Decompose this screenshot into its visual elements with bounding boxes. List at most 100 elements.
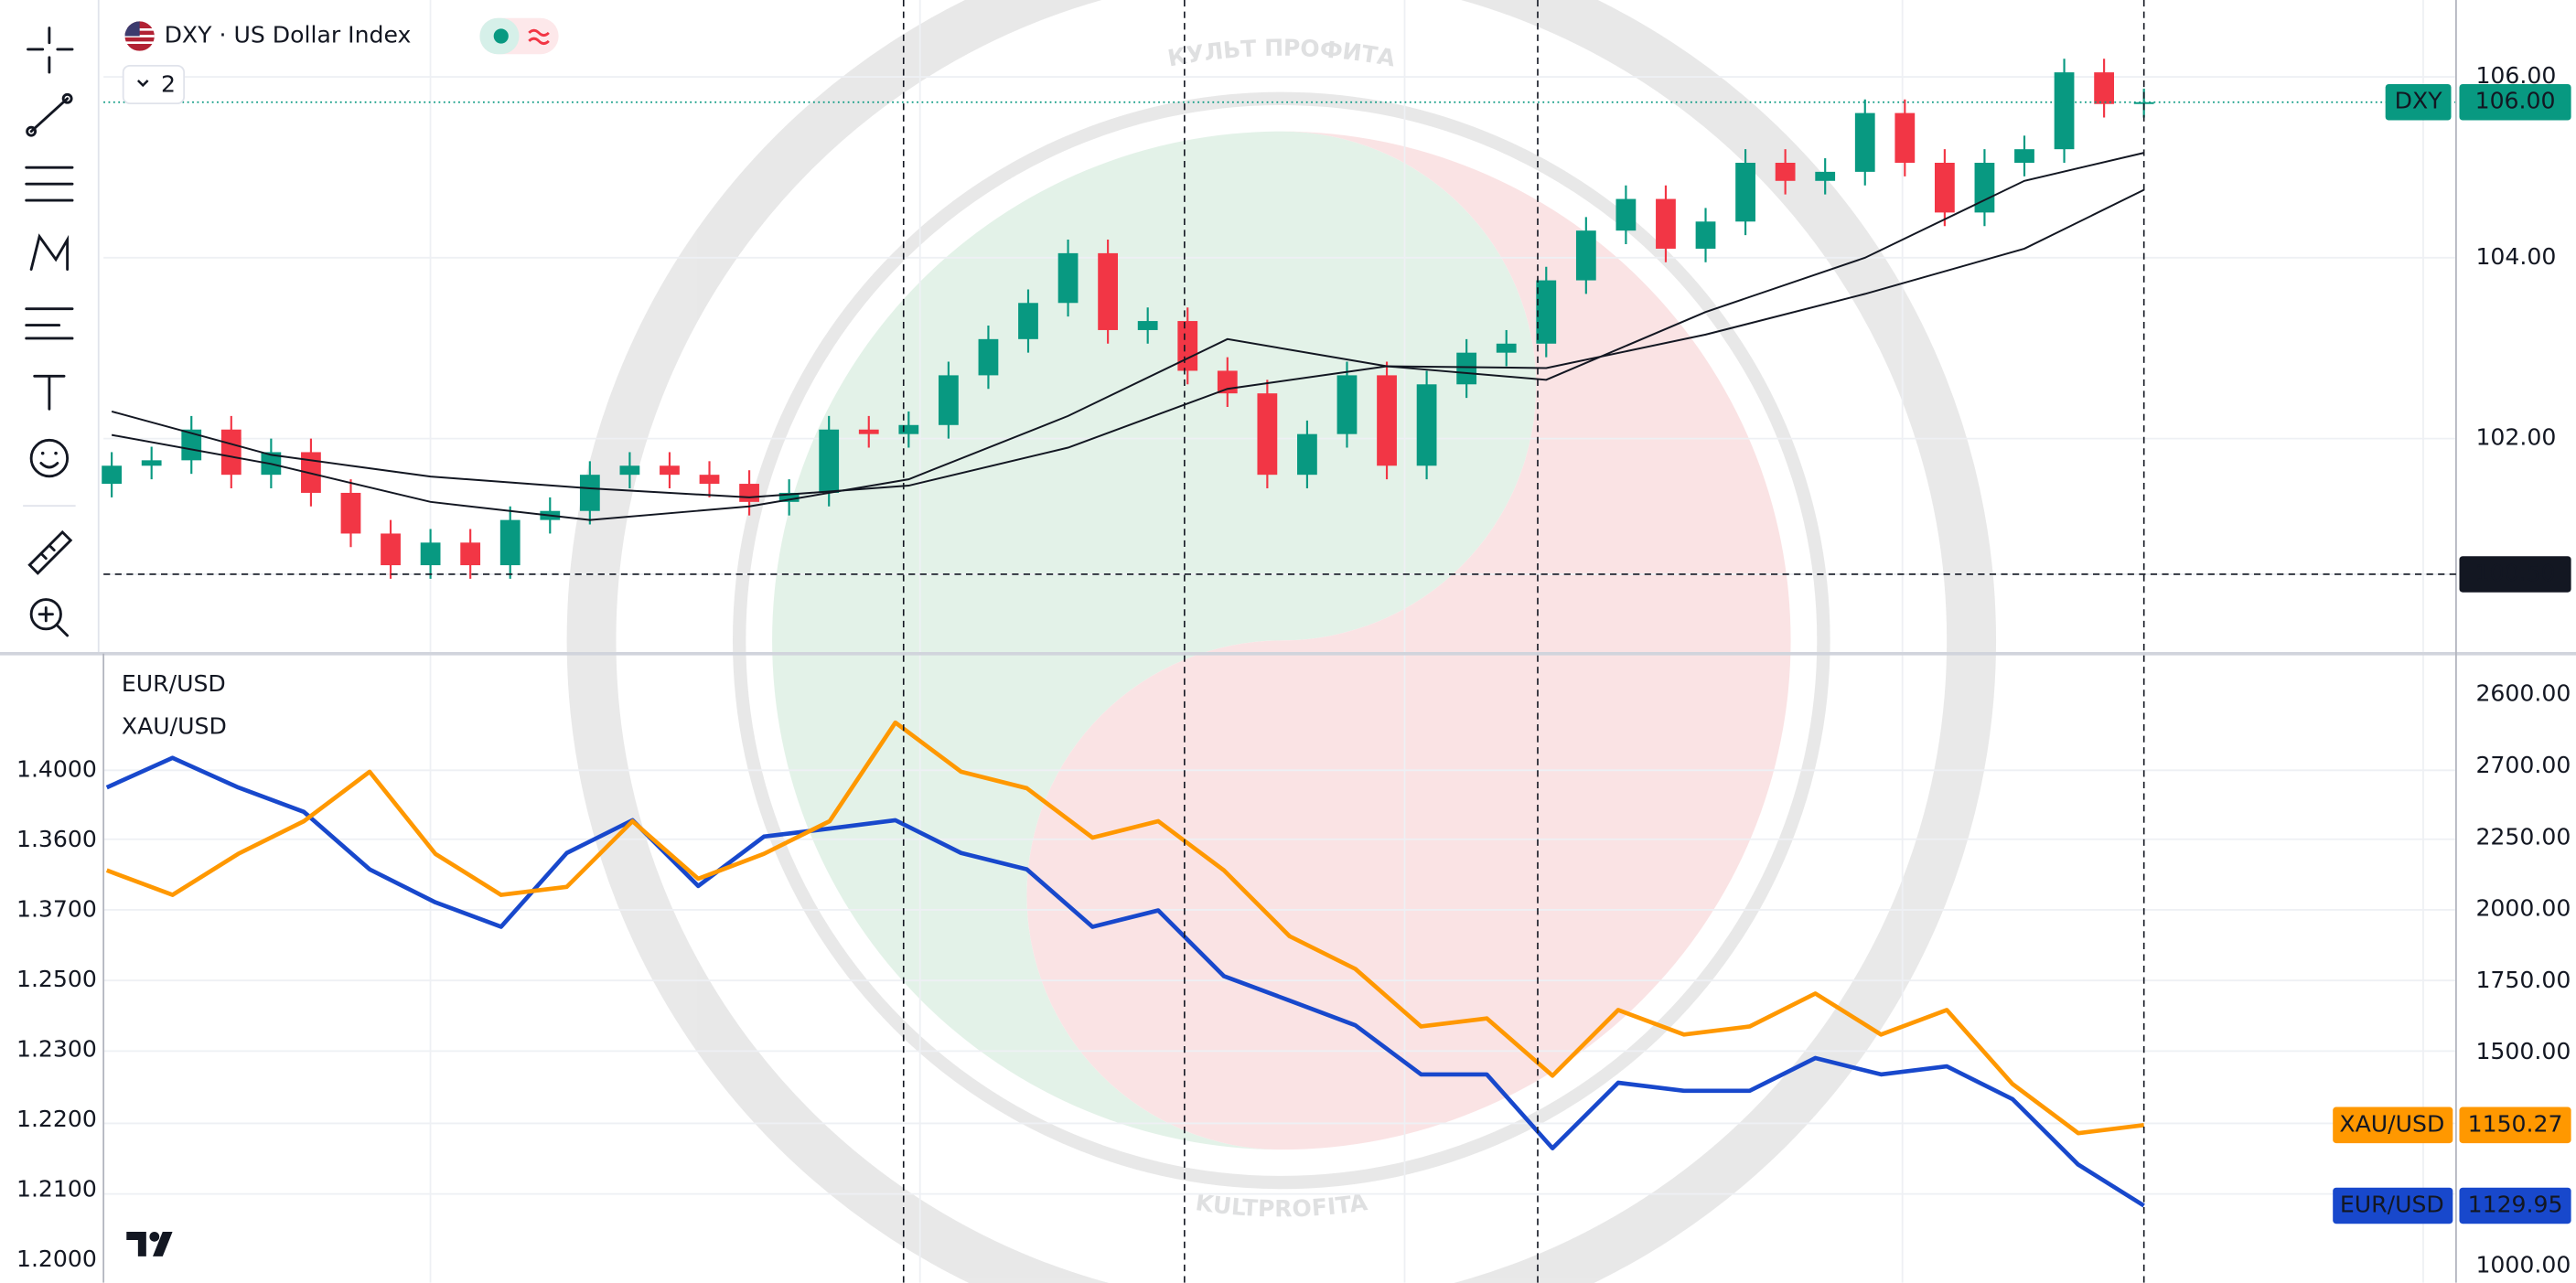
- crosshair-tool[interactable]: [27, 27, 74, 74]
- candle-body: [1297, 433, 1317, 476]
- emoji-tool[interactable]: [29, 438, 70, 478]
- price-tag: [2459, 83, 2571, 121]
- candle-body: [1217, 370, 1238, 394]
- moving-average: [111, 152, 2144, 521]
- candle-body: [1934, 163, 1955, 213]
- candle-body: [420, 542, 441, 566]
- right-axis-label: 1500.00: [2475, 1038, 2571, 1064]
- candle-body: [381, 533, 401, 566]
- left-axis-label: 1.2100: [16, 1175, 97, 1202]
- y-tick-label: 104.00: [2475, 243, 2556, 270]
- right-axis-label: 2700.00: [2475, 752, 2571, 778]
- candle-body: [1775, 163, 1796, 181]
- candle-body: [1137, 321, 1158, 330]
- right-axis-label: 2600.00: [2475, 680, 2571, 707]
- ruler-tool[interactable]: [27, 529, 73, 575]
- candle-body: [579, 475, 600, 511]
- tv-logo-dot: [149, 1231, 160, 1242]
- vertical-grid: [429, 0, 2424, 1283]
- candle-body: [1177, 321, 1198, 371]
- us-flag-canton: [124, 21, 140, 37]
- watermark-bear-half: [1026, 131, 1791, 1150]
- candle-body: [1854, 112, 1875, 172]
- candle-body: [858, 429, 879, 434]
- candle-body: [1257, 393, 1278, 476]
- indicator-count: 2: [161, 70, 176, 97]
- symbol-title: DXY · US Dollar Index: [165, 22, 412, 48]
- candle-body: [1575, 230, 1596, 281]
- candle-body: [499, 519, 521, 566]
- zoom-tool[interactable]: [29, 598, 70, 637]
- candle-body: [699, 475, 720, 485]
- drawing-toolbar: [0, 0, 100, 652]
- series-tag: [2333, 1107, 2453, 1144]
- legend-eurusd: EUR/USD: [122, 670, 226, 697]
- series-line: [105, 755, 2145, 1208]
- candle-body: [220, 429, 242, 476]
- candle-body: [2094, 72, 2115, 104]
- candle-body: [1815, 171, 1836, 181]
- crosshair-tag-label: 100.50: [2475, 560, 2556, 586]
- candle-body: [1057, 252, 1079, 304]
- market-open-dot: [493, 28, 509, 44]
- left-axis-label: 1.3700: [16, 895, 97, 922]
- candle-body: [102, 465, 123, 485]
- series-line: [105, 720, 2144, 1136]
- candle-body: [1974, 163, 1995, 213]
- left-axis-label: 1.2200: [16, 1106, 97, 1132]
- right-axis-label: 1750.00: [2475, 967, 2571, 993]
- series-value-tag: [2459, 1107, 2571, 1144]
- candle-body: [660, 465, 680, 476]
- price-tag-label: 106.00: [2475, 88, 2556, 114]
- forecast-tool[interactable]: [25, 307, 74, 340]
- chevron: [136, 80, 149, 88]
- candle-body: [619, 465, 640, 476]
- series-tag-name: XAU/USD: [2339, 1110, 2444, 1137]
- candle-body: [898, 424, 919, 434]
- moving-average: [111, 188, 2145, 498]
- candle-body: [1695, 221, 1716, 249]
- candle-body: [1496, 343, 1517, 353]
- candle-body: [1416, 384, 1437, 466]
- series-value-tag: [2459, 1187, 2571, 1224]
- overlay: 106.00104.00102.00100.50DXY106.00100.501…: [16, 62, 2571, 1278]
- candle-body: [778, 492, 800, 502]
- candle-body: [1656, 198, 1676, 249]
- watermark-ring: [732, 91, 1830, 1190]
- candle-body: [2133, 102, 2154, 104]
- candle-body: [181, 429, 202, 461]
- left-axis-label: 1.4000: [16, 755, 97, 782]
- tv-logo-shape: [126, 1231, 173, 1256]
- left-axis-label: 1.2500: [16, 966, 97, 992]
- candle-body: [938, 375, 959, 425]
- candle-body: [1377, 375, 1397, 466]
- left-axis-label: 1.2000: [16, 1246, 97, 1272]
- candle-body: [2014, 149, 2034, 164]
- symbol-header: DXY · US Dollar Index 2: [122, 17, 559, 105]
- legend-xauusd: XAU/USD: [122, 713, 227, 740]
- text-tool[interactable]: [33, 374, 66, 411]
- candle-body: [141, 460, 162, 466]
- right-axis-label: 2250.00: [2475, 823, 2571, 850]
- series-tag: [2333, 1187, 2453, 1224]
- right-axis-label: 2000.00: [2475, 895, 2571, 922]
- watermark-ring: [566, 0, 1996, 1283]
- series-value-label: 1150.27: [2468, 1110, 2563, 1137]
- y-tick-label: 102.00: [2475, 424, 2556, 451]
- pattern-tool[interactable]: [29, 233, 70, 271]
- candle-body: [819, 429, 840, 493]
- candle-body: [460, 542, 481, 566]
- trend-line-tool[interactable]: [26, 92, 73, 137]
- indicators-toggle[interactable]: [122, 64, 186, 105]
- left-axis-label: 1.3600: [16, 826, 97, 852]
- candle-body: [1615, 198, 1637, 231]
- candle-body: [1894, 112, 1916, 164]
- left-axis-label: 1.2300: [16, 1035, 97, 1062]
- series-tag-name: EUR/USD: [2340, 1191, 2444, 1217]
- series-value-label: 1129.95: [2468, 1191, 2563, 1217]
- symbol-tag-label: DXY: [2395, 88, 2443, 114]
- fib-tool[interactable]: [25, 166, 74, 202]
- tv-logo: [126, 1231, 173, 1256]
